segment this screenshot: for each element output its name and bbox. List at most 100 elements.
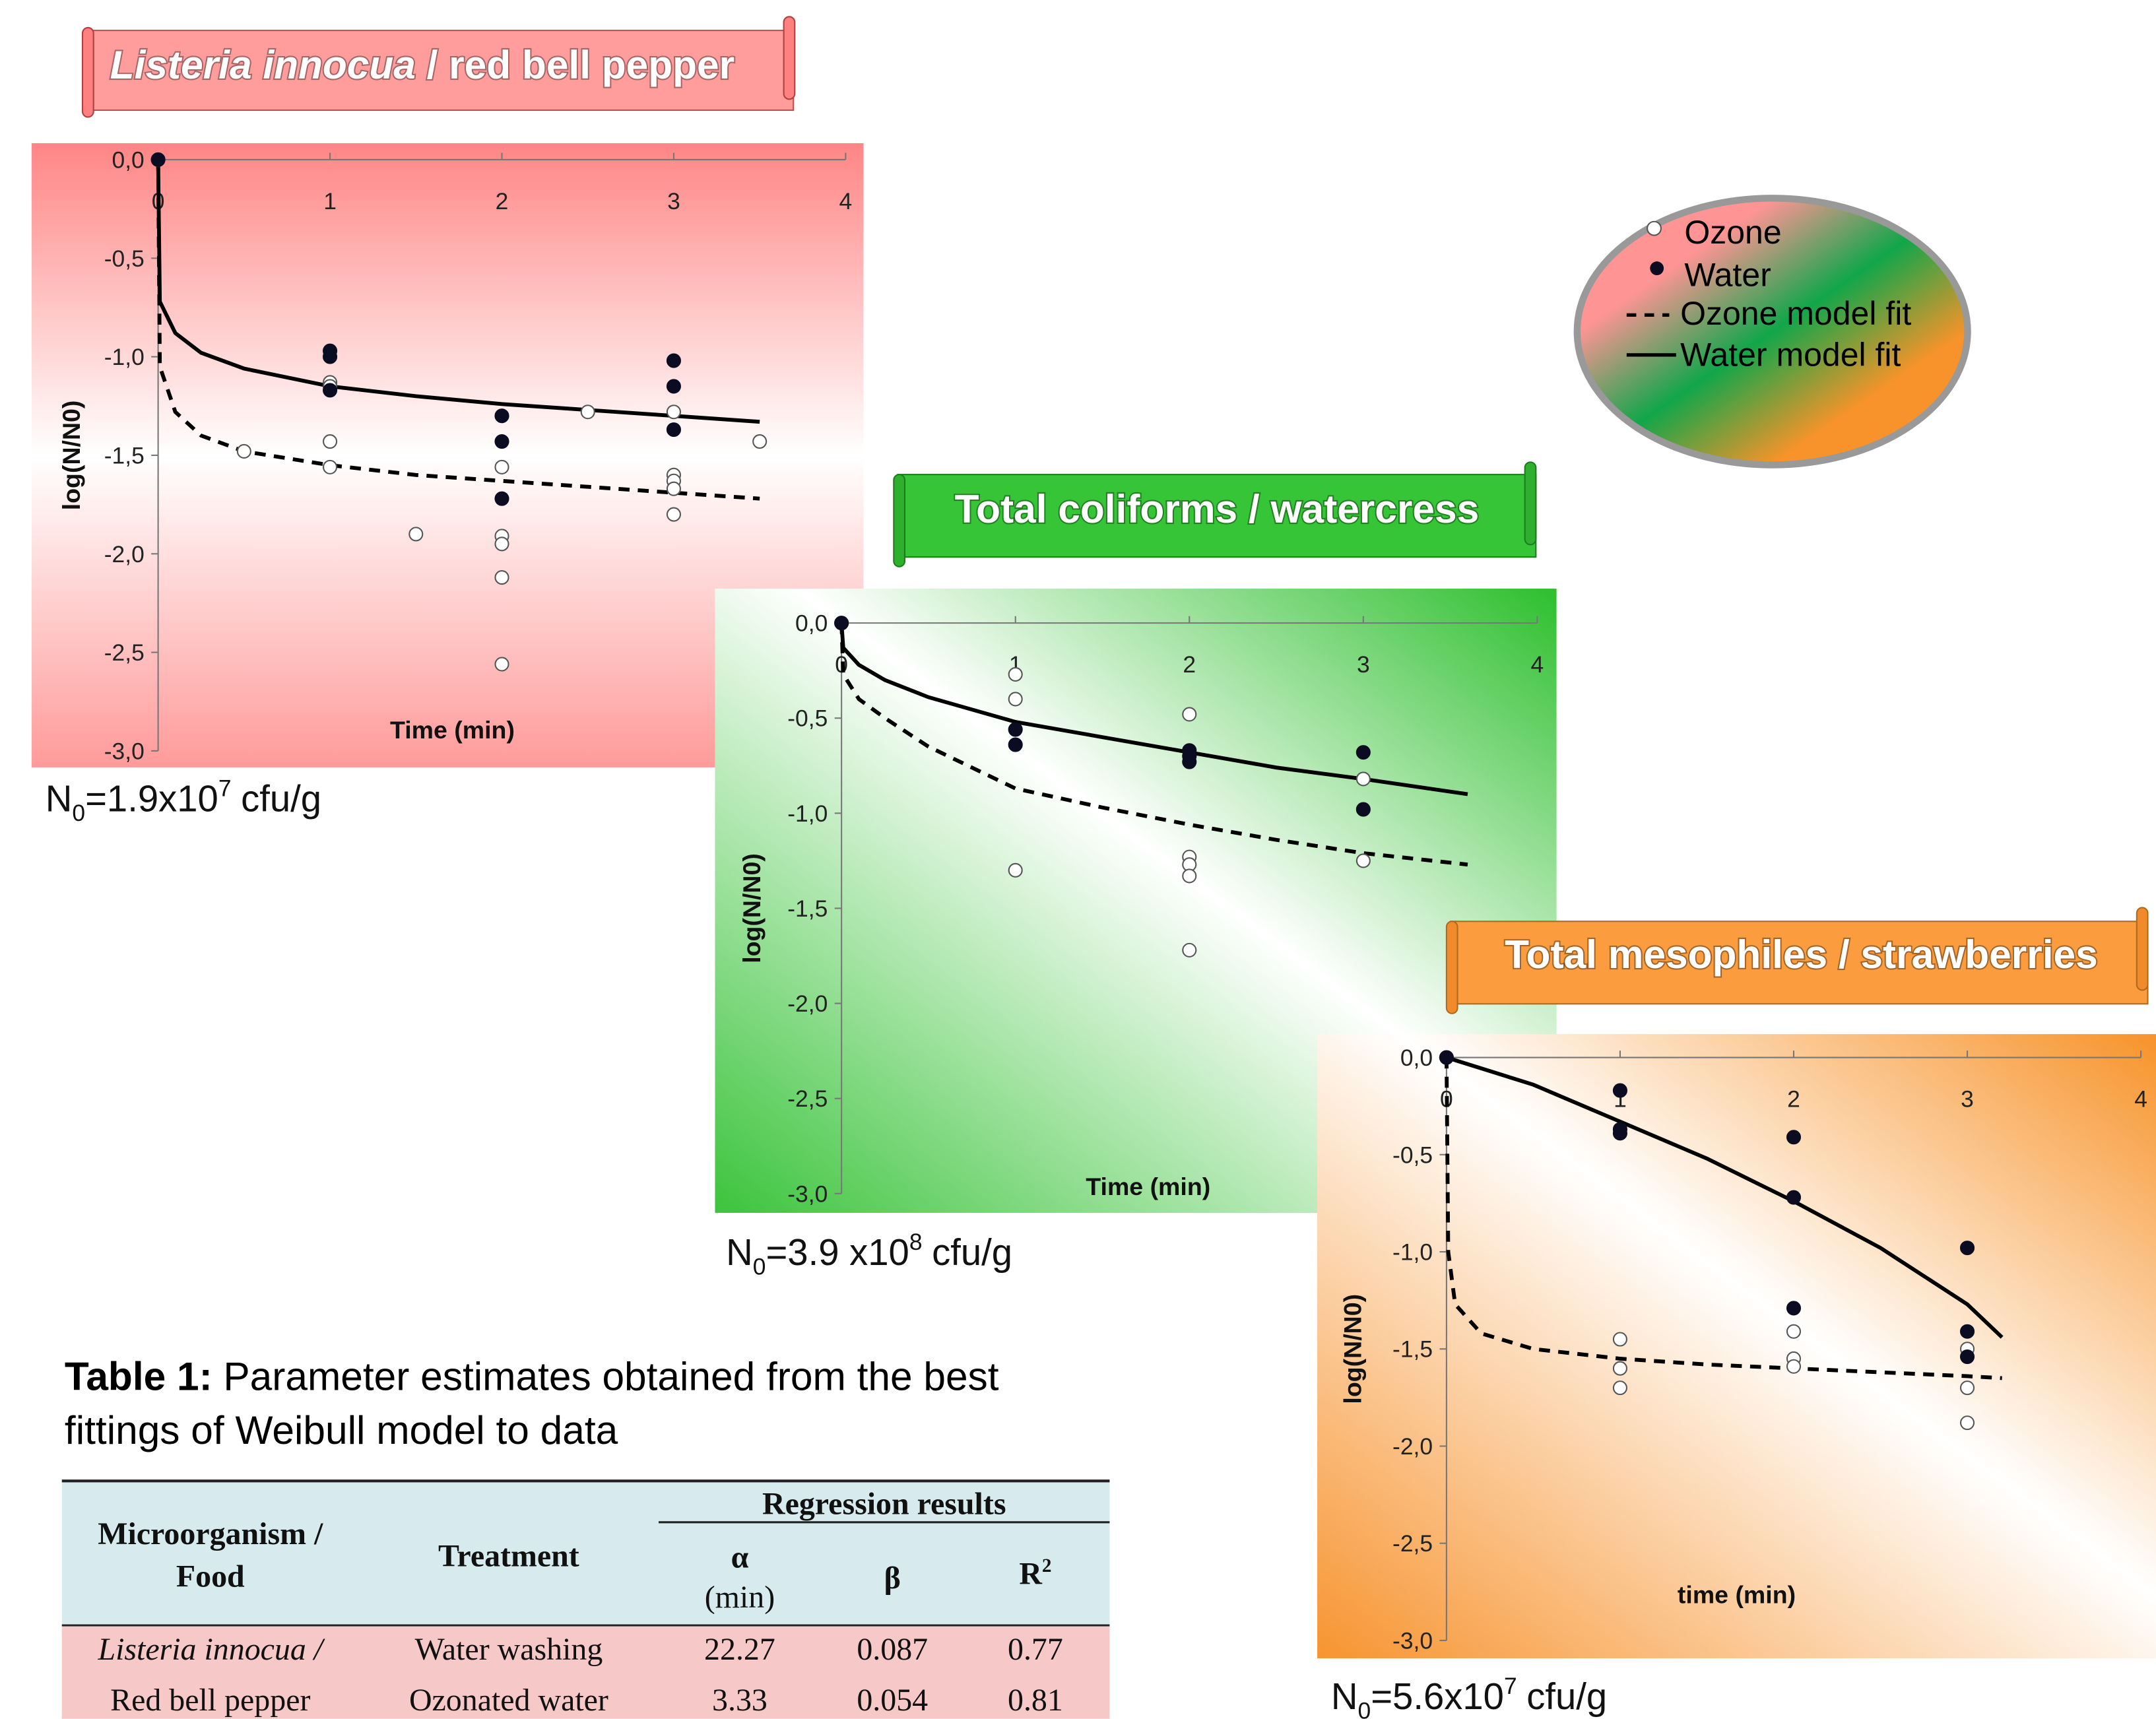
note-sub: 0	[753, 1254, 766, 1280]
header-cell: α	[731, 1540, 749, 1575]
legend-label: Water model fit	[1680, 337, 1901, 373]
y-tick-label: -1,0	[787, 800, 828, 827]
y-tick-label: -2,5	[104, 639, 145, 666]
data-point	[1183, 756, 1196, 769]
x-tick-label: 2	[1183, 651, 1196, 678]
note-text: =3.9 x10	[766, 1231, 909, 1273]
data-point	[1787, 1360, 1800, 1373]
data-point	[1183, 869, 1196, 882]
x-tick-label: 2	[496, 188, 509, 214]
x-tick-label: 3	[667, 188, 680, 214]
note-sup: 8	[909, 1229, 923, 1255]
data-point	[1961, 1325, 1974, 1338]
y-tick-label: 0,0	[795, 610, 828, 637]
note-text: cfu/g	[241, 778, 321, 820]
banner: Total mesophiles / strawberries	[1447, 907, 2148, 1013]
data-point	[1614, 1381, 1627, 1394]
banner: Listeria innocua/ red bell pepper	[82, 16, 795, 117]
caption-text: Parameter estimates obtained from the be…	[223, 1354, 998, 1399]
chart-title: Total coliforms / watercress	[955, 486, 1480, 531]
data-point	[581, 405, 595, 418]
data-point	[1009, 738, 1022, 752]
y-axis-label: log(N/N0)	[1339, 1294, 1367, 1404]
data-point	[1787, 1191, 1800, 1204]
data-point	[495, 461, 508, 474]
data-point	[409, 527, 422, 540]
y-tick-label: -2,0	[1392, 1433, 1433, 1460]
note-text: cfu/g	[932, 1231, 1012, 1273]
data-point	[323, 350, 337, 364]
data-point	[1009, 692, 1022, 705]
data-point	[835, 616, 848, 630]
x-tick-label: 1	[323, 188, 337, 214]
title-food: / red bell pepper	[427, 42, 735, 87]
data-point	[1614, 1084, 1627, 1097]
note-text: cfu/g	[1526, 1675, 1607, 1717]
data-point	[152, 153, 165, 166]
data-point	[1614, 1126, 1627, 1140]
header-cell: β	[884, 1561, 901, 1596]
data-point	[1961, 1416, 1974, 1429]
y-tick-label: -2,0	[104, 541, 145, 568]
data-point	[238, 445, 251, 458]
header-cell: (min)	[705, 1580, 775, 1615]
data-point	[323, 383, 337, 397]
data-point	[667, 508, 680, 521]
chart-title: Total mesophiles / strawberries	[1505, 932, 2098, 977]
data-point	[1357, 854, 1370, 867]
y-tick-label: -1,5	[104, 442, 145, 469]
data-point	[1614, 1333, 1627, 1346]
plot-background	[1317, 1034, 2156, 1658]
caption-label: Table 1:	[65, 1354, 212, 1399]
y-tick-label: -0,5	[1392, 1142, 1433, 1168]
data-point	[1787, 1301, 1800, 1314]
table-cell: 22.27	[704, 1632, 775, 1667]
table-cell: Ozonated water	[409, 1683, 608, 1718]
table-cell: 0.81	[1008, 1683, 1063, 1718]
table-cell: 0.087	[857, 1632, 928, 1667]
y-tick-label: -2,5	[787, 1086, 828, 1112]
note-text: N	[1331, 1675, 1358, 1717]
header-r: R	[1019, 1557, 1043, 1592]
y-tick-label: -1,0	[1392, 1239, 1433, 1266]
data-point	[1961, 1381, 1974, 1394]
note-text: =1.9x10	[85, 778, 218, 820]
legend-label: Water	[1684, 257, 1771, 294]
header-cell: Treatment	[438, 1538, 579, 1573]
note-sup: 7	[218, 775, 232, 802]
data-point	[1009, 864, 1022, 877]
data-point	[1440, 1051, 1453, 1064]
legend-label: Ozone model fit	[1680, 295, 1911, 332]
x-tick-label: 3	[1961, 1086, 1974, 1113]
data-point	[1009, 723, 1022, 736]
y-tick-label: -3,0	[787, 1181, 828, 1207]
table-caption: Table 1:Parameter estimates obtained fro…	[65, 1354, 999, 1399]
data-point	[1787, 1130, 1800, 1144]
y-tick-label: -0,5	[104, 245, 145, 272]
title-organism: Listeria innocua	[110, 42, 416, 87]
table: Table 1:Parameter estimates obtained fro…	[62, 1354, 1110, 1719]
data-point	[1614, 1362, 1627, 1375]
note-sub: 0	[1357, 1698, 1371, 1719]
data-point	[495, 435, 508, 448]
header-cell: Microorganism /	[98, 1516, 323, 1551]
y-tick-label: -3,0	[1392, 1627, 1433, 1654]
legend-label: Ozone	[1684, 214, 1781, 251]
table-cell: 3.33	[712, 1683, 768, 1718]
data-point	[495, 492, 508, 505]
data-point	[1183, 707, 1196, 721]
data-point	[667, 379, 680, 393]
header-cell: Food	[176, 1559, 245, 1594]
banner: Total coliforms / watercress	[894, 462, 1536, 566]
x-tick-label: 4	[1531, 651, 1544, 678]
note-sub: 0	[72, 800, 85, 826]
data-point	[495, 571, 508, 584]
y-tick-label: -2,0	[787, 990, 828, 1017]
data-point	[495, 409, 508, 422]
legend: Ozone Water Ozone model fit Water model …	[1577, 198, 1968, 465]
table-cell: Listeria innocua /	[97, 1632, 325, 1667]
table-cell: 0.77	[1008, 1632, 1063, 1667]
poster: Listeria innocua/ red bell pepper Total …	[0, 0, 2156, 1719]
data-point	[495, 537, 508, 550]
